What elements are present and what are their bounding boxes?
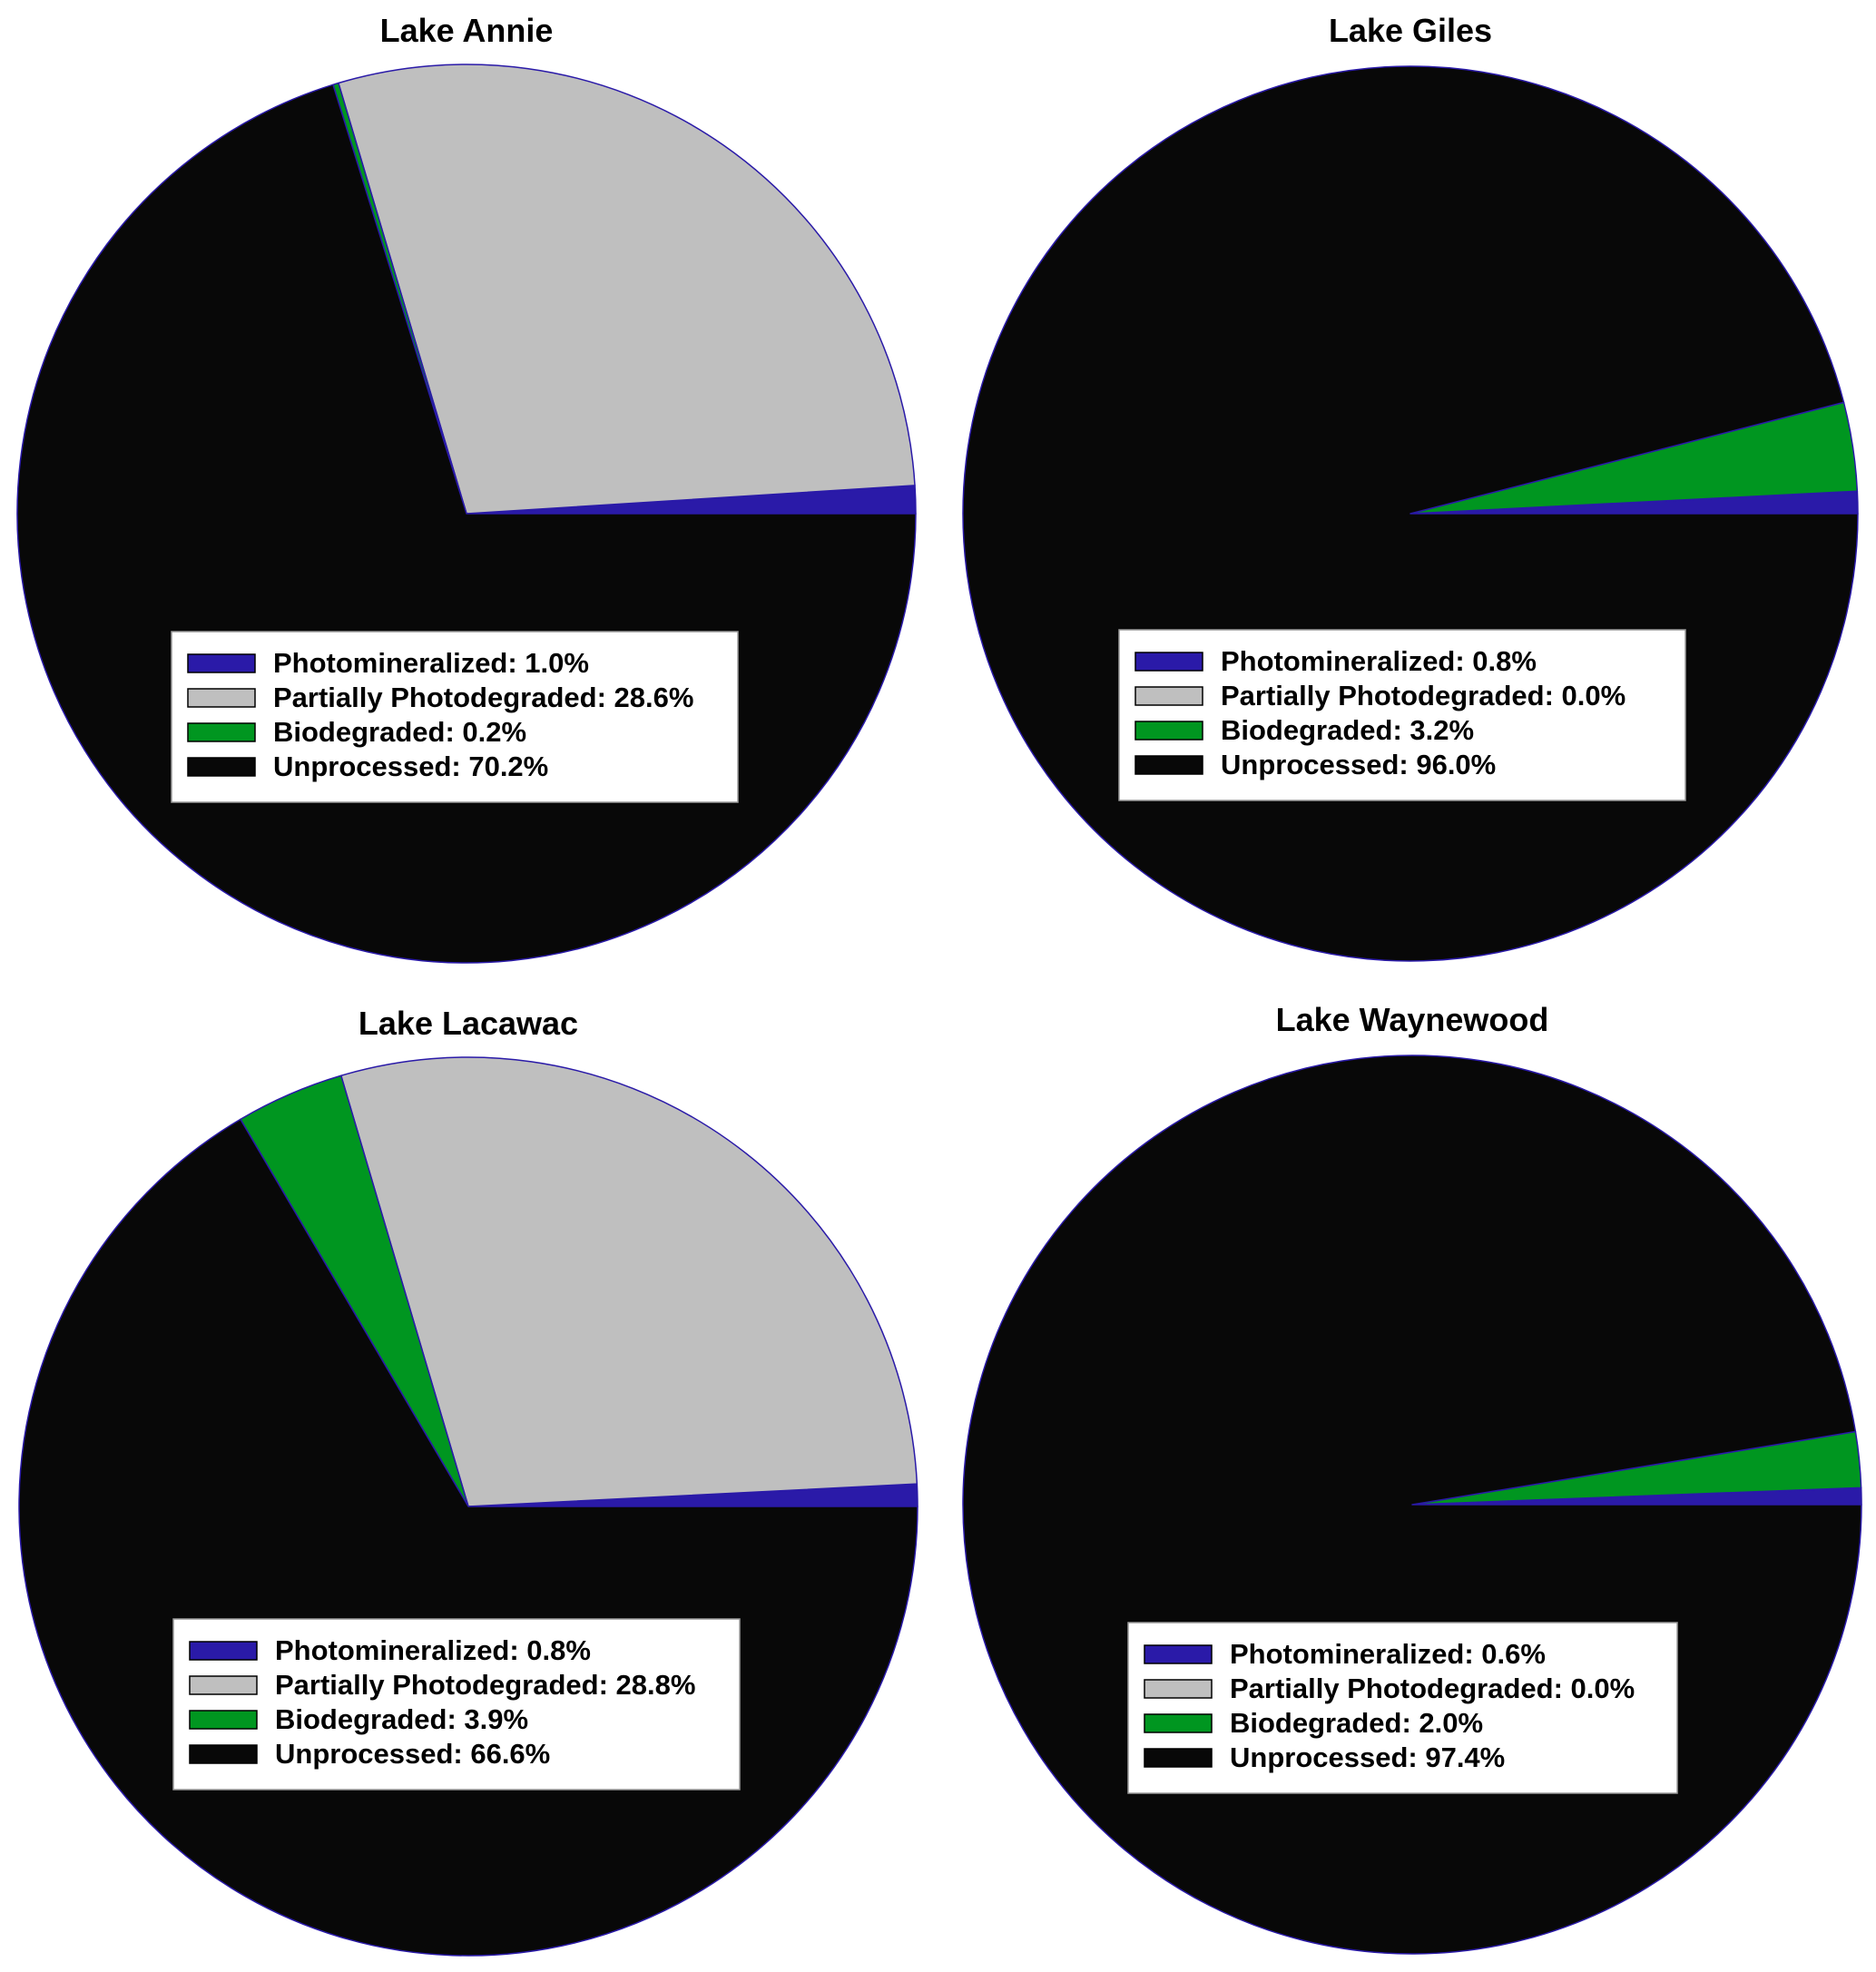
legend-swatch-photomineralized	[187, 653, 256, 673]
pie-panel-lake-lacawac: Lake Lacawac Photomineralized: 0.8%Parti…	[18, 1005, 918, 1957]
pie-slice-partially-photodegraded	[340, 1056, 918, 1507]
pie-panel-lake-giles: Lake Giles Photomineralized: 0.8%Partial…	[962, 12, 1859, 962]
legend-swatch-biodegraded	[1144, 1713, 1213, 1733]
legend-swatch-biodegraded	[1134, 721, 1203, 741]
legend-box	[172, 1618, 741, 1790]
legend-swatch-photomineralized	[1134, 652, 1203, 672]
legend: Photomineralized: 0.8%Partially Photodeg…	[172, 1618, 741, 1790]
legend-swatch-photomineralized	[189, 1641, 258, 1661]
legend-swatch-unprocessed	[187, 757, 256, 777]
pie-title: Lake Annie	[380, 12, 554, 49]
legend-label-biodegraded: Biodegraded: 0.2%	[273, 716, 526, 748]
legend-label-photomineralized: Photomineralized: 0.8%	[275, 1634, 591, 1666]
legend-swatch-biodegraded	[189, 1710, 258, 1730]
legend-label-unprocessed: Unprocessed: 96.0%	[1221, 749, 1496, 780]
legend-swatch-biodegraded	[187, 722, 256, 742]
legend-label-biodegraded: Biodegraded: 3.9%	[275, 1703, 528, 1735]
legend-swatch-photomineralized	[1144, 1644, 1213, 1664]
legend-label-photomineralized: Photomineralized: 0.6%	[1230, 1638, 1546, 1670]
pie-slices	[18, 1056, 918, 1957]
legend: Photomineralized: 0.6%Partially Photodeg…	[1127, 1622, 1678, 1794]
pie-slice-unprocessed	[962, 1055, 1862, 1955]
pie-slices	[16, 64, 917, 964]
legend-label-partially-photodegraded: Partially Photodegraded: 0.0%	[1221, 680, 1626, 711]
legend-label-biodegraded: Biodegraded: 2.0%	[1230, 1707, 1483, 1739]
legend-box	[1118, 629, 1686, 801]
pie-slice-partially-photodegraded	[338, 64, 916, 515]
pie-slice-unprocessed	[962, 65, 1859, 962]
legend-label-photomineralized: Photomineralized: 1.0%	[273, 647, 589, 679]
legend-label-partially-photodegraded: Partially Photodegraded: 28.8%	[275, 1669, 695, 1701]
legend-label-partially-photodegraded: Partially Photodegraded: 28.6%	[273, 682, 693, 713]
legend-swatch-unprocessed	[1134, 755, 1203, 775]
legend-label-unprocessed: Unprocessed: 97.4%	[1230, 1741, 1505, 1773]
pie-slices	[962, 65, 1859, 962]
legend-swatch-partially-photodegraded	[189, 1675, 258, 1695]
legend-swatch-partially-photodegraded	[1134, 686, 1203, 706]
legend: Photomineralized: 1.0%Partially Photodeg…	[171, 631, 739, 803]
pie-slices	[962, 1055, 1862, 1955]
legend-swatch-partially-photodegraded	[1144, 1679, 1213, 1699]
pie-title: Lake Giles	[1329, 12, 1492, 49]
legend-label-partially-photodegraded: Partially Photodegraded: 0.0%	[1230, 1673, 1635, 1704]
pie-title: Lake Lacawac	[359, 1005, 578, 1042]
legend-swatch-unprocessed	[189, 1744, 258, 1764]
legend: Photomineralized: 0.8%Partially Photodeg…	[1118, 629, 1686, 801]
legend-box	[1127, 1622, 1678, 1794]
legend-label-unprocessed: Unprocessed: 66.6%	[275, 1738, 550, 1770]
legend-box	[171, 631, 739, 803]
legend-swatch-unprocessed	[1144, 1748, 1213, 1768]
pie-title: Lake Waynewood	[1276, 1001, 1549, 1038]
pie-panel-lake-waynewood: Lake Waynewood Photomineralized: 0.6%Par…	[962, 1001, 1862, 1955]
legend-swatch-partially-photodegraded	[187, 688, 256, 708]
pie-panel-lake-annie: Lake Annie Photomineralized: 1.0%Partial…	[16, 12, 917, 964]
legend-label-biodegraded: Biodegraded: 3.2%	[1221, 714, 1474, 746]
legend-label-unprocessed: Unprocessed: 70.2%	[273, 751, 548, 782]
legend-label-photomineralized: Photomineralized: 0.8%	[1221, 645, 1537, 677]
